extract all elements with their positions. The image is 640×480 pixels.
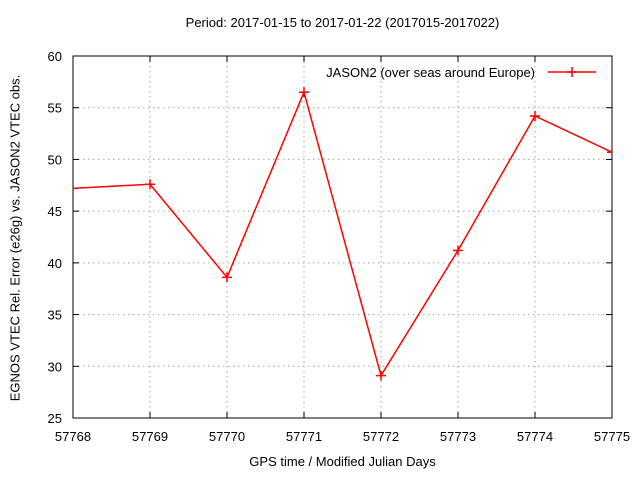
y-tick-label: 60 bbox=[48, 49, 62, 64]
x-tick-label: 57768 bbox=[55, 429, 91, 444]
axis-ticks: 57768 57769 57770 57771 57772 57773 57774 57775… bbox=[48, 49, 631, 444]
x-axis-label: GPS time / Modified Julian Days bbox=[249, 454, 436, 469]
legend-line-sample-icon bbox=[548, 67, 596, 77]
x-tick-label: 57771 bbox=[286, 429, 322, 444]
y-tick-label: 25 bbox=[48, 411, 62, 426]
legend-label: JASON2 (over seas around Europe) bbox=[326, 64, 535, 80]
y-tick-label: 30 bbox=[48, 359, 62, 374]
y-tick-label: 35 bbox=[48, 308, 62, 323]
chart-title: Period: 2017-01-15 to 2017-01-22 (201701… bbox=[185, 15, 500, 30]
y-tick-label: 50 bbox=[48, 152, 62, 167]
x-tick-label: 57773 bbox=[440, 429, 476, 444]
y-tick-label: 45 bbox=[48, 204, 62, 219]
x-tick-label: 57770 bbox=[209, 429, 245, 444]
x-tick-label: 57774 bbox=[517, 429, 553, 444]
plot-border bbox=[72, 55, 613, 419]
x-tick-label: 57772 bbox=[363, 429, 399, 444]
x-tick-label: 57775 bbox=[594, 429, 630, 444]
x-tick-label: 57769 bbox=[132, 429, 168, 444]
legend: JASON2 (over seas around Europe) bbox=[0, 64, 596, 80]
y-tick-label: 55 bbox=[48, 101, 62, 116]
grid-lines bbox=[73, 56, 612, 418]
y-tick-label: 40 bbox=[48, 256, 62, 271]
data-series bbox=[73, 87, 612, 381]
